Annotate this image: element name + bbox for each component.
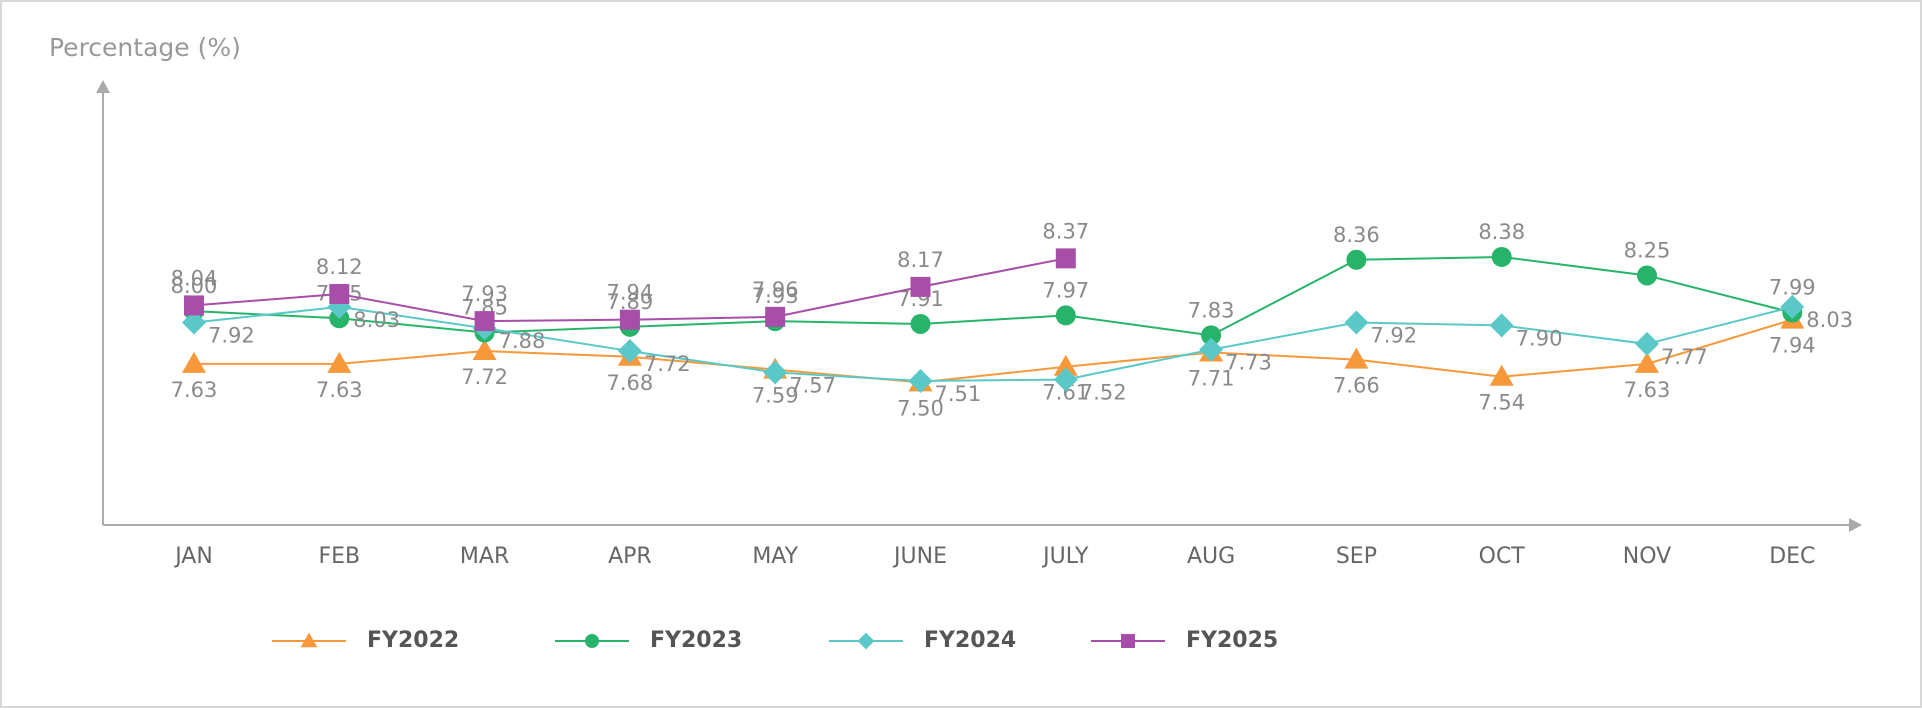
data-label: 7.63 <box>1624 378 1671 402</box>
marker <box>1055 248 1076 269</box>
data-label: 7.66 <box>1333 374 1380 398</box>
data-label: 7.63 <box>171 378 218 402</box>
marker <box>910 313 931 334</box>
data-label: 7.68 <box>607 371 654 395</box>
data-label: 8.38 <box>1478 220 1525 244</box>
data-label: 7.73 <box>1225 351 1272 375</box>
data-label: 7.72 <box>644 352 691 376</box>
data-label: 7.71 <box>1188 366 1235 390</box>
marker <box>1346 249 1367 270</box>
marker <box>908 368 933 393</box>
marker <box>329 284 350 305</box>
legend-marker <box>585 634 599 648</box>
x-axis-arrow <box>1849 518 1862 532</box>
marker <box>910 276 931 297</box>
x-tick-label: NOV <box>1623 544 1671 569</box>
data-label: 7.93 <box>461 282 508 306</box>
data-label: 8.36 <box>1333 223 1380 247</box>
series-line <box>193 255 1793 337</box>
legend-marker <box>1121 634 1135 648</box>
marker <box>619 309 640 330</box>
data-label: 7.90 <box>1516 326 1563 350</box>
data-label: 7.92 <box>1370 324 1417 348</box>
data-label: 7.51 <box>935 382 982 406</box>
x-tick-label: FEB <box>318 544 360 569</box>
marker <box>1489 313 1514 338</box>
data-label: 8.03 <box>353 308 400 332</box>
x-tick-label: APR <box>608 544 652 569</box>
marker <box>1637 265 1657 286</box>
data-label: 8.00 <box>171 274 218 298</box>
data-label: 8.25 <box>1624 238 1671 262</box>
data-label: 8.12 <box>316 255 363 279</box>
x-tick-label: MAY <box>752 544 798 569</box>
data-label: 7.92 <box>208 324 255 348</box>
marker <box>182 310 206 335</box>
data-label: 7.59 <box>752 384 799 408</box>
data-label: 7.54 <box>1478 391 1525 415</box>
marker <box>1344 310 1369 335</box>
data-label: 7.63 <box>316 378 363 402</box>
data-label: 8.37 <box>1042 219 1089 243</box>
marker <box>763 360 788 385</box>
marker <box>472 339 497 361</box>
legend-marker <box>857 632 875 650</box>
data-label: 7.94 <box>1769 334 1816 358</box>
data-label: 7.50 <box>897 396 944 420</box>
x-tick-label: OCT <box>1479 544 1526 569</box>
marker <box>1053 367 1078 392</box>
data-label: 7.96 <box>752 278 799 302</box>
legend-marker <box>300 632 318 648</box>
marker <box>474 311 495 332</box>
marker <box>184 295 204 316</box>
legend-label: FY2025 <box>1186 628 1278 653</box>
data-label: 7.57 <box>789 373 836 397</box>
x-tick-label: AUG <box>1187 544 1235 569</box>
marker <box>1489 364 1514 386</box>
data-label: 7.52 <box>1080 381 1127 405</box>
series-line <box>193 305 1793 382</box>
marker <box>182 351 206 373</box>
marker <box>1491 246 1512 267</box>
x-tick-label: MAR <box>460 544 509 569</box>
x-tick-label: JUNE <box>892 544 947 569</box>
marker <box>1780 294 1805 319</box>
y-axis-arrow <box>96 80 110 93</box>
data-label: 7.94 <box>607 281 654 305</box>
series-line <box>194 318 1793 384</box>
data-label: 7.83 <box>1188 298 1235 322</box>
data-label: 7.72 <box>461 365 508 389</box>
y-axis-label: Percentage (%) <box>49 33 241 62</box>
data-label: 7.97 <box>1042 278 1089 302</box>
marker <box>617 339 642 364</box>
marker <box>1199 337 1224 362</box>
data-label: 7.77 <box>1661 345 1708 369</box>
marker <box>1635 351 1659 373</box>
marker <box>1344 347 1369 369</box>
legend-label: FY2023 <box>650 628 742 653</box>
marker <box>1055 305 1076 326</box>
legend-label: FY2024 <box>924 628 1016 653</box>
marker <box>1053 354 1078 376</box>
data-label: 7.93 <box>752 284 799 308</box>
data-label: 7.88 <box>499 329 546 353</box>
marker <box>765 306 786 327</box>
x-tick-label: JAN <box>173 544 213 569</box>
data-label: 8.04 <box>171 266 218 290</box>
marker <box>1635 331 1659 356</box>
data-label: 8.17 <box>897 248 944 272</box>
marker <box>327 351 352 373</box>
x-tick-label: DEC <box>1769 544 1815 569</box>
marker <box>1201 325 1222 346</box>
legend-label: FY2022 <box>367 628 459 653</box>
x-tick-label: SEP <box>1336 544 1377 569</box>
data-label: 8.03 <box>1806 308 1853 332</box>
x-tick-label: JULY <box>1041 544 1089 569</box>
